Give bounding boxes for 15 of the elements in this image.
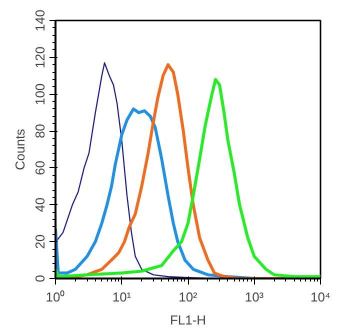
y-tick-label: 120 <box>32 46 48 68</box>
y-tick-label: 140 <box>32 10 48 32</box>
x-tick-label: 10³ <box>244 290 264 304</box>
x-tick-label: 10² <box>178 290 198 304</box>
y-tick-label: 100 <box>32 83 48 106</box>
y-tick-label: 20 <box>32 234 48 249</box>
x-tick-label: 10⁴ <box>310 290 331 304</box>
x-axis-title: FL1-H <box>170 312 206 328</box>
x-tick-label: 10⁰ <box>46 290 66 304</box>
y-tick-label: 40 <box>32 198 48 212</box>
y-tick-label: 60 <box>32 160 48 176</box>
y-axis-title: Counts <box>12 128 28 170</box>
y-tick-label: 0 <box>32 274 48 282</box>
x-tick-label: 10¹ <box>112 290 132 304</box>
y-tick-label: 80 <box>32 124 48 138</box>
